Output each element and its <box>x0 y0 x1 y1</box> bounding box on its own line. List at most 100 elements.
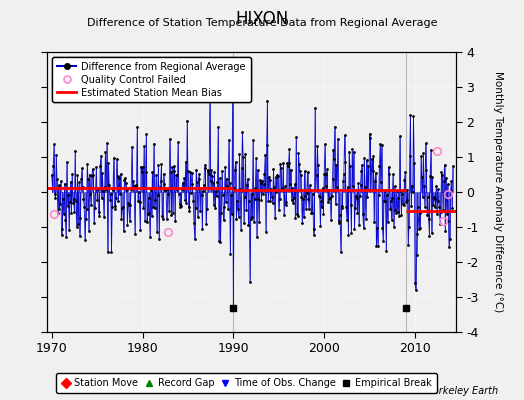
Point <box>420 182 428 189</box>
Point <box>312 187 320 193</box>
Point <box>126 202 135 208</box>
Point <box>315 194 324 200</box>
Point <box>341 132 349 138</box>
Point <box>196 208 204 214</box>
Point <box>214 124 222 130</box>
Point <box>97 195 106 201</box>
Point <box>254 167 262 174</box>
Point <box>117 216 126 222</box>
Point <box>150 205 159 211</box>
Point <box>302 206 310 213</box>
Point <box>188 180 196 187</box>
Point <box>65 226 73 233</box>
Point <box>358 211 367 217</box>
Point <box>230 184 238 191</box>
Point <box>74 221 82 228</box>
Point <box>259 181 268 188</box>
Point <box>172 172 180 179</box>
Point <box>143 219 151 225</box>
Point <box>183 118 191 124</box>
Point <box>63 159 71 166</box>
Point <box>443 181 452 188</box>
Y-axis label: Monthly Temperature Anomaly Difference (°C): Monthly Temperature Anomaly Difference (… <box>493 71 503 313</box>
Point <box>300 168 309 174</box>
Point <box>95 212 104 219</box>
Point <box>258 178 266 185</box>
Point <box>128 144 136 150</box>
Point <box>57 178 65 185</box>
Point <box>101 184 109 190</box>
Point <box>234 214 243 220</box>
Point <box>261 151 269 158</box>
Point <box>182 200 191 207</box>
Point <box>302 190 311 196</box>
Point <box>50 141 58 148</box>
Point <box>96 163 104 169</box>
Point <box>414 204 422 210</box>
Point <box>342 204 351 210</box>
Point <box>135 188 143 195</box>
Point <box>235 151 244 158</box>
Point <box>252 155 260 162</box>
Point <box>113 156 121 162</box>
Point <box>294 150 303 156</box>
Point <box>307 186 315 193</box>
Point <box>111 206 119 212</box>
Point <box>200 182 208 188</box>
Point <box>441 228 450 234</box>
Legend: Difference from Regional Average, Quality Control Failed, Estimated Station Mean: Difference from Regional Average, Qualit… <box>52 57 250 102</box>
Point <box>162 187 170 194</box>
Point <box>89 166 97 172</box>
Point <box>82 206 91 212</box>
Point <box>176 201 184 208</box>
Point <box>189 198 198 204</box>
Point <box>332 161 341 168</box>
Point <box>271 214 279 221</box>
Point <box>232 158 240 165</box>
Point <box>152 228 161 235</box>
Point <box>219 192 227 198</box>
Point <box>159 216 167 222</box>
Point <box>301 193 310 199</box>
Point <box>179 186 188 192</box>
Point <box>128 184 137 191</box>
Point <box>251 185 259 192</box>
Point <box>174 139 182 146</box>
Point <box>429 202 438 208</box>
Point <box>295 160 303 167</box>
Point <box>123 222 132 228</box>
Point <box>80 204 89 210</box>
Point <box>350 226 358 232</box>
Point <box>318 204 326 210</box>
Point <box>50 190 59 197</box>
Point <box>399 200 407 207</box>
Point <box>118 205 126 212</box>
Point <box>193 179 201 185</box>
Point <box>260 171 269 178</box>
Point <box>394 208 402 215</box>
Point <box>329 146 337 153</box>
Point <box>346 162 354 169</box>
Point <box>435 204 443 210</box>
Point <box>140 143 148 150</box>
Point <box>169 168 178 174</box>
Point <box>100 214 108 220</box>
Point <box>259 191 267 198</box>
Point <box>51 195 60 201</box>
Point <box>424 194 432 200</box>
Point <box>88 172 96 179</box>
Point <box>222 199 230 206</box>
Point <box>431 204 440 210</box>
Point <box>381 197 390 204</box>
Point <box>285 160 293 166</box>
Point <box>83 161 92 168</box>
Point <box>370 218 378 225</box>
Point <box>198 192 206 198</box>
Point <box>174 191 183 198</box>
Point <box>77 176 85 182</box>
Point <box>220 203 228 210</box>
Point <box>291 215 300 221</box>
Point <box>138 164 147 170</box>
Point <box>356 193 364 199</box>
Point <box>436 220 444 227</box>
